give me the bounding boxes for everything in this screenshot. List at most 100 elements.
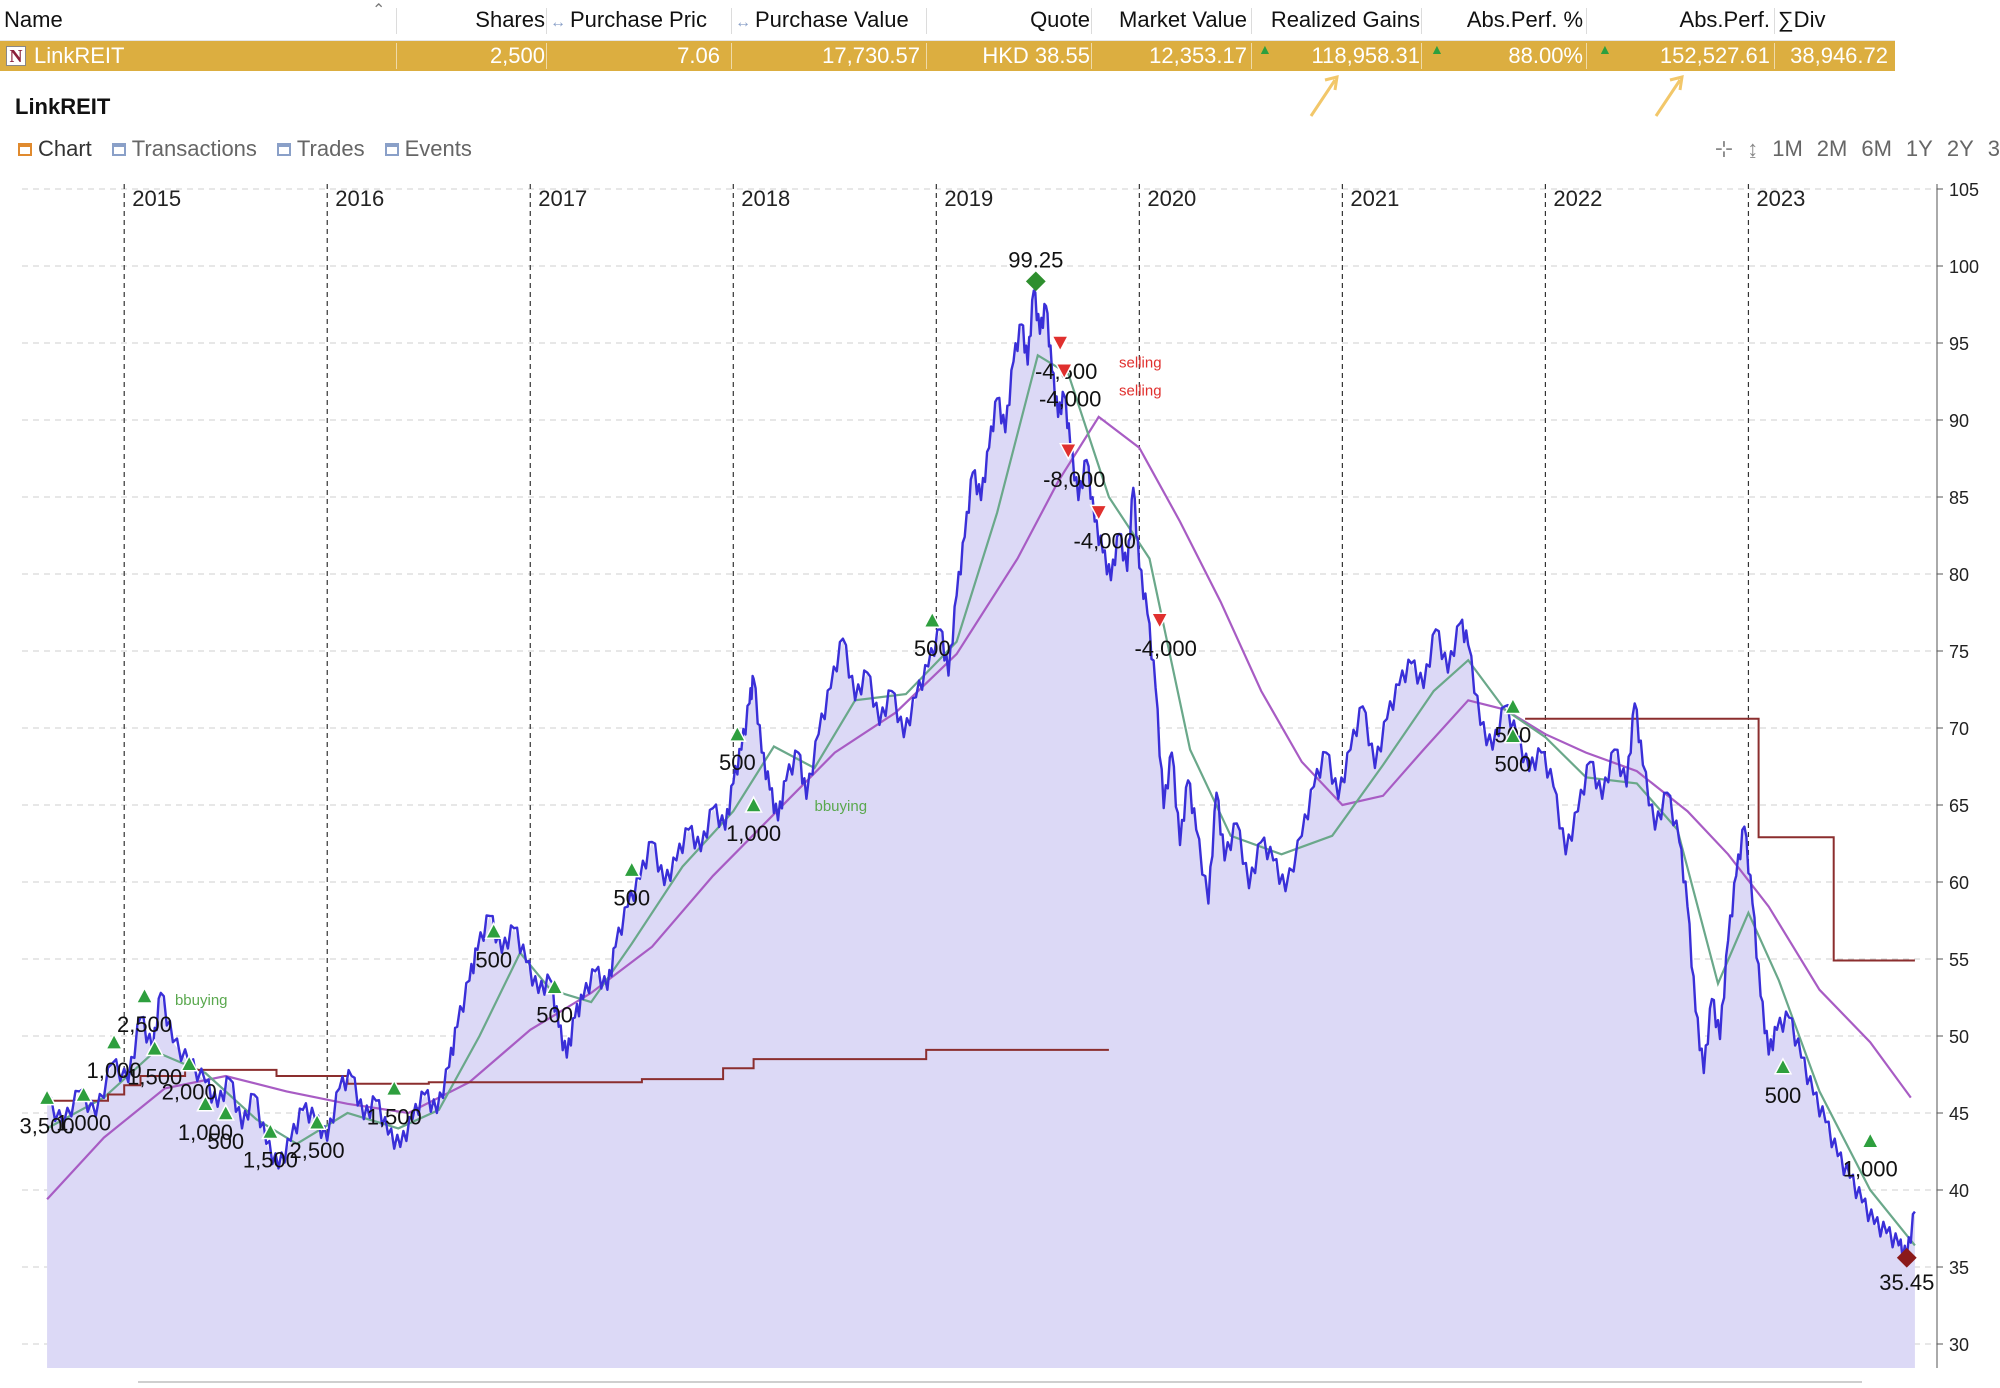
column-header-realized-gains[interactable]: Realized Gains (1255, 0, 1420, 40)
buy-marker (135, 986, 154, 1004)
buy-marker (1773, 1057, 1793, 1075)
sell-label: -4,000 (1074, 528, 1136, 553)
y-tick-label: 75 (1949, 642, 1969, 662)
cell-realized-gains: 118,958.31 (1311, 43, 1420, 68)
year-label: 2018 (741, 186, 790, 211)
buy-marker (384, 1078, 404, 1097)
buy-marker (37, 1088, 57, 1106)
range-button-1m[interactable]: 1M (1772, 136, 1803, 161)
up-arrow-icon: ▲ (1258, 41, 1272, 57)
column-separator[interactable] (1421, 8, 1422, 34)
up-arrow-icon: ▲ (1430, 41, 1444, 57)
column-header-abs-perf-pct[interactable]: Abs.Perf. % (1425, 0, 1583, 40)
range-button-2y[interactable]: 2Y (1946, 136, 1974, 161)
cell-market-value: 12,353.17 (1149, 43, 1247, 68)
column-separator[interactable] (546, 8, 547, 34)
cell-separator (1774, 43, 1775, 69)
note-buy: bbuying (815, 798, 868, 815)
cell-div: 38,946.72 (1790, 43, 1888, 68)
cell-name: LinkREIT (34, 43, 125, 68)
column-header-quote[interactable]: Quote (930, 0, 1090, 40)
column-separator[interactable] (926, 8, 927, 34)
column-header-div[interactable]: ∑Div (1778, 0, 1890, 40)
cell-separator (731, 43, 732, 69)
cell-separator (546, 43, 547, 69)
tab-chart[interactable]: Chart (18, 134, 92, 164)
sell-marker (1059, 443, 1078, 461)
tab-trades[interactable]: Trades (276, 134, 365, 164)
column-separator[interactable] (396, 8, 397, 34)
chart-tab-icon (18, 142, 32, 156)
buy-label: 1,500 (367, 1104, 422, 1129)
buy-label: 2,500 (290, 1138, 345, 1163)
y-tick-label: 60 (1949, 873, 1969, 893)
column-resize-icon[interactable]: ↔ (735, 14, 751, 31)
linkreit-logo: N (6, 46, 26, 66)
high-marker (1025, 271, 1046, 292)
column-header-name[interactable]: Name (4, 0, 384, 40)
cell-shares: 2,500 (489, 43, 545, 68)
cell-separator (1421, 43, 1422, 69)
buy-marker (622, 860, 642, 878)
column-header-abs-perf[interactable]: Abs.Perf. (1590, 0, 1770, 40)
buy-label: 1,500 (243, 1147, 298, 1172)
sort-ascending-icon[interactable]: ⌃ (372, 2, 386, 19)
column-header-purchase-value[interactable]: ↔ Purchase Value (735, 0, 922, 40)
range-button-3[interactable]: 3 (1987, 136, 2000, 161)
y-tick-label: 70 (1949, 719, 1969, 739)
high-label: 99.25 (1008, 247, 1063, 272)
column-separator[interactable] (1586, 8, 1587, 34)
tab-label: Chart (38, 136, 92, 161)
y-tick-label: 65 (1949, 796, 1969, 816)
low-label: 35.45 (1879, 1270, 1934, 1295)
buy-marker (104, 1032, 124, 1050)
chart-tabs: Chart Transactions Trades Events (18, 134, 472, 164)
column-separator[interactable] (731, 8, 732, 34)
buy-label: 500 (207, 1129, 244, 1154)
sell-marker (1050, 335, 1070, 353)
price-line (46, 289, 1916, 1261)
buy-label: 500 (719, 750, 756, 775)
buy-marker (484, 921, 503, 940)
column-header-market-value[interactable]: Market Value (1095, 0, 1247, 40)
crosshair-icon[interactable]: ⊹ (1714, 136, 1734, 161)
tab-transactions[interactable]: Transactions (111, 134, 257, 164)
buy-marker (744, 795, 763, 813)
buy-marker (179, 1054, 199, 1072)
column-header-label: Purchase Pric (570, 7, 707, 32)
price-chart[interactable]: 30 35 40 45 50 55 60 65 70 75 80 85 90 95 100 105 2015 20… (0, 172, 2000, 1388)
tab-label: Events (404, 136, 472, 161)
column-header-shares[interactable]: Shares (400, 0, 545, 40)
range-button-2m[interactable]: 2M (1816, 136, 1848, 161)
events-tab-icon (384, 142, 399, 156)
table-row[interactable]: N LinkREIT 2,500 7.06 17,730.57 HKD 38.55 12,… (0, 41, 1895, 71)
column-header-label: Market Value (1119, 7, 1247, 32)
note-sell: selling (1119, 355, 1162, 372)
range-button-6m[interactable]: 6M (1861, 136, 1892, 161)
buy-marker (545, 977, 564, 995)
trades-tab-icon (276, 142, 291, 156)
column-separator[interactable] (1091, 8, 1092, 34)
zoom-vertical-icon[interactable]: ↨ (1747, 136, 1759, 161)
column-header-label: Purchase Value (755, 7, 909, 32)
cell-separator (1091, 43, 1092, 69)
buy-label: 500 (1765, 1083, 1802, 1108)
buy-marker (74, 1084, 93, 1103)
column-header-purchase-price[interactable]: ↔ Purchase Pric (550, 0, 725, 40)
buy-label: 2,500 (117, 1012, 172, 1037)
year-label: 2022 (1553, 186, 1602, 211)
column-resize-icon[interactable]: ↔ (550, 14, 566, 31)
buy-label: 500 (613, 886, 650, 911)
buy-label: 1,000 (726, 821, 781, 846)
range-toolbar: ⊹ ↨ 1M 2M 6M 1Y 2Y 3 (1715, 134, 2000, 164)
range-button-1y[interactable]: 1Y (1905, 136, 1933, 161)
tab-events[interactable]: Events (384, 134, 472, 164)
column-separator[interactable] (1774, 8, 1775, 34)
y-tick-label: 50 (1949, 1027, 1969, 1047)
y-tick-label: 45 (1949, 1104, 1969, 1124)
column-separator[interactable] (1251, 8, 1252, 34)
buy-marker (216, 1103, 235, 1121)
buy-label: 500 (536, 1003, 573, 1028)
table-header: ⌃ Name Shares ↔ Purchase Pric ↔ Purchase Value… (0, 0, 1895, 41)
buy-marker (1503, 726, 1523, 744)
